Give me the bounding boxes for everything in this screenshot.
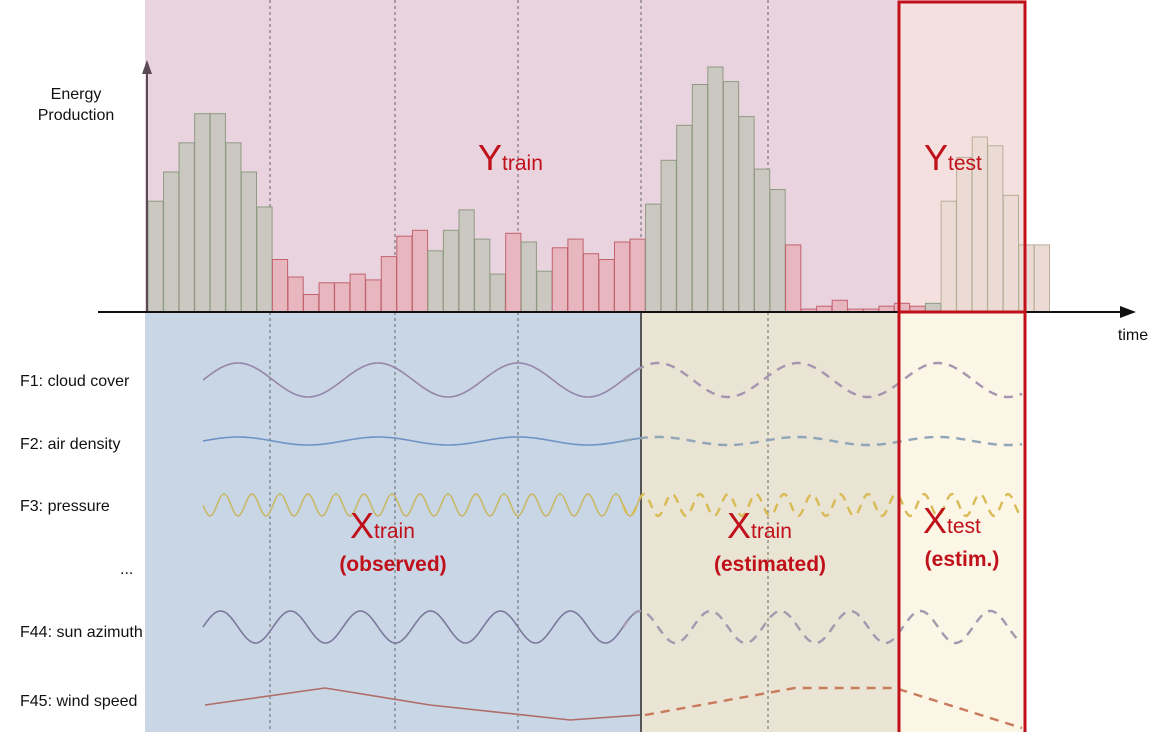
x-train-observed-note: (observed) <box>339 553 446 576</box>
feature-label-f2: F2: air density <box>20 436 120 453</box>
estimated-feature-line <box>622 609 1023 645</box>
energy-bar <box>225 142 242 313</box>
estimated-feature-line <box>622 435 1023 447</box>
x-train-estimated-note: (estimated) <box>714 553 826 576</box>
energy-bar <box>163 171 180 313</box>
energy-bar <box>614 241 631 313</box>
energy-bar <box>660 159 677 313</box>
energy-bar <box>240 171 258 313</box>
x-train-estimated-label: Xtrain <box>727 505 792 546</box>
energy-bar <box>380 256 397 313</box>
energy-bar <box>349 273 366 313</box>
energy-bar <box>474 238 491 313</box>
energy-bar <box>287 276 304 313</box>
observed-feature-line <box>204 687 641 721</box>
energy-bar <box>940 200 957 313</box>
observed-feature-line <box>202 493 642 517</box>
energy-bar <box>427 250 444 313</box>
energy-bar <box>676 124 693 313</box>
x-test-note: (estim.) <box>925 548 1000 571</box>
estimated-feature-line <box>621 492 1023 518</box>
energy-bar <box>318 282 335 313</box>
feature-label-f1: F1: cloud cover <box>20 373 130 390</box>
observed-feature-line <box>202 610 642 644</box>
feature-label-f44: F44: sun azimuth <box>20 624 143 641</box>
energy-bar <box>707 66 724 313</box>
energy-bar <box>271 259 289 313</box>
energy-bar <box>956 156 973 313</box>
energy-bar <box>458 209 475 313</box>
energy-bar <box>209 113 226 313</box>
energy-bar <box>629 238 646 313</box>
x-axis-arrow-icon <box>1120 306 1136 318</box>
energy-bar <box>365 279 382 313</box>
energy-bar <box>520 241 537 313</box>
time-gridlines <box>269 0 769 732</box>
energy-bar <box>769 189 786 313</box>
energy-bar <box>551 247 568 313</box>
energy-bar <box>147 200 164 313</box>
energy-bar <box>1033 244 1051 313</box>
x-test-label: Xtest <box>923 500 981 541</box>
x-estimated-region <box>641 312 898 732</box>
y-axis-label-line2: Production <box>38 107 115 124</box>
energy-bar <box>785 244 802 313</box>
feature-label-f45: F45: wind speed <box>20 693 137 710</box>
x-axis-label: time <box>1118 327 1148 344</box>
energy-bar <box>442 229 460 313</box>
feature-label-ellipsis: ... <box>120 561 133 578</box>
energy-bar <box>598 259 615 313</box>
energy-bar <box>567 238 584 313</box>
x-test-region <box>898 312 1026 732</box>
y-axis-arrow-icon <box>142 60 152 74</box>
feature-label-f3: F3: pressure <box>20 498 110 515</box>
energy-bar <box>178 142 195 313</box>
feature-series <box>202 361 1023 730</box>
energy-bar <box>831 299 848 313</box>
energy-bar <box>411 229 429 313</box>
energy-bar <box>505 232 522 313</box>
y-test-label: Ytest <box>924 137 982 178</box>
energy-bar <box>396 235 413 313</box>
energy-bar <box>303 294 320 313</box>
energy-bar <box>256 206 273 313</box>
x-test-highlight-box <box>897 310 1027 732</box>
energy-bar <box>738 116 755 313</box>
energy-bar <box>582 253 600 313</box>
energy-bar <box>194 113 211 313</box>
estimated-feature-line <box>622 361 1023 399</box>
energy-bar <box>754 168 771 313</box>
energy-bar <box>334 282 351 313</box>
energy-bar <box>722 81 740 313</box>
energy-bar <box>489 273 506 313</box>
y-axis-label-line1: Energy <box>51 86 102 103</box>
energy-bar <box>645 203 662 313</box>
energy-bar <box>536 270 553 313</box>
energy-bar <box>1002 194 1019 313</box>
x-train-observed-label: Xtrain <box>350 505 415 546</box>
y-train-label: Ytrain <box>478 137 543 178</box>
observed-feature-line <box>202 436 642 446</box>
observed-feature-line <box>202 362 642 398</box>
x-observed-region <box>145 312 641 732</box>
energy-bar <box>987 145 1004 313</box>
energy-bar <box>691 84 708 313</box>
